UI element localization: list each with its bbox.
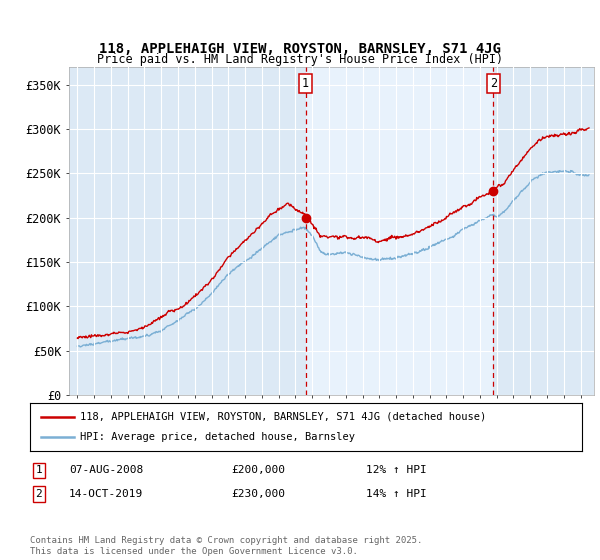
Text: 118, APPLEHAIGH VIEW, ROYSTON, BARNSLEY, S71 4JG: 118, APPLEHAIGH VIEW, ROYSTON, BARNSLEY,… — [99, 42, 501, 56]
Text: HPI: Average price, detached house, Barnsley: HPI: Average price, detached house, Barn… — [80, 432, 355, 442]
Text: £230,000: £230,000 — [231, 489, 285, 499]
Text: Price paid vs. HM Land Registry's House Price Index (HPI): Price paid vs. HM Land Registry's House … — [97, 53, 503, 66]
Text: 07-AUG-2008: 07-AUG-2008 — [69, 465, 143, 475]
Text: £200,000: £200,000 — [231, 465, 285, 475]
Bar — [305, 67, 493, 395]
Text: 1: 1 — [35, 465, 43, 475]
Text: 12% ↑ HPI: 12% ↑ HPI — [366, 465, 427, 475]
Text: 14-OCT-2019: 14-OCT-2019 — [69, 489, 143, 499]
Text: 118, APPLEHAIGH VIEW, ROYSTON, BARNSLEY, S71 4JG (detached house): 118, APPLEHAIGH VIEW, ROYSTON, BARNSLEY,… — [80, 412, 486, 422]
Text: 14% ↑ HPI: 14% ↑ HPI — [366, 489, 427, 499]
Text: Contains HM Land Registry data © Crown copyright and database right 2025.
This d: Contains HM Land Registry data © Crown c… — [30, 536, 422, 556]
Text: 2: 2 — [35, 489, 43, 499]
Text: 2: 2 — [490, 77, 497, 90]
Text: 1: 1 — [302, 77, 309, 90]
